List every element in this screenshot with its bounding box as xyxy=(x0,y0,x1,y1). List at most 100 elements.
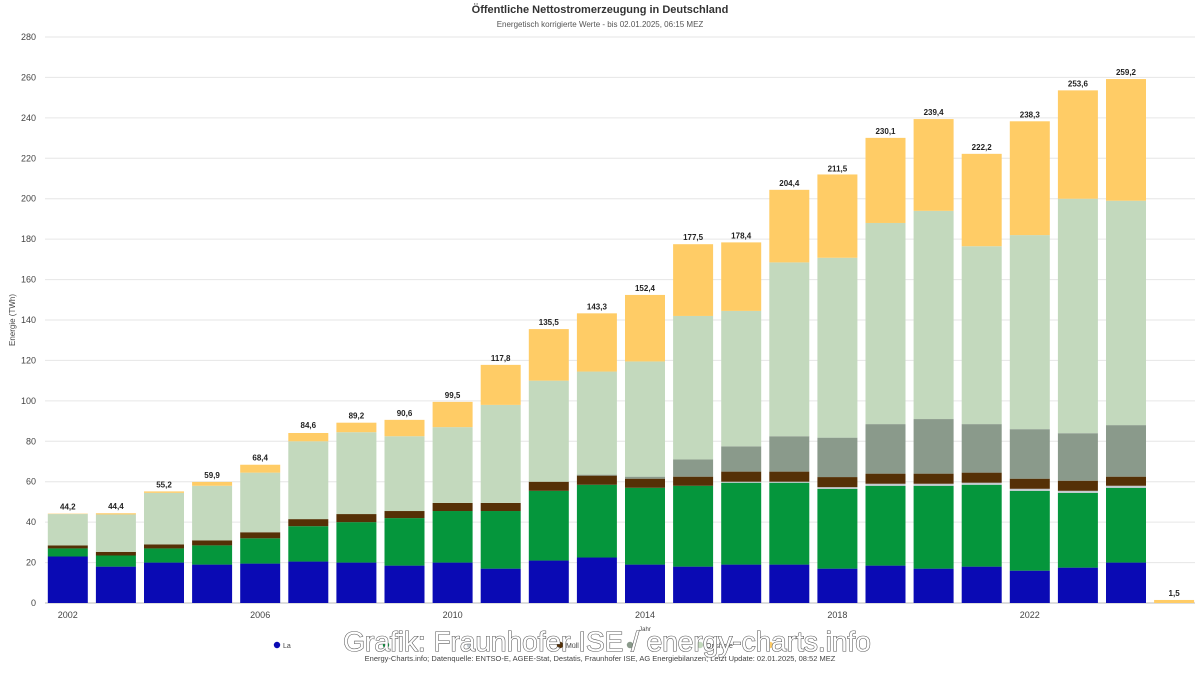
bar-segment[interactable] xyxy=(865,424,906,474)
bar-segment[interactable] xyxy=(576,475,617,485)
bar-segment[interactable] xyxy=(721,481,762,483)
bar-segment[interactable] xyxy=(1106,485,1146,488)
bar-segment[interactable] xyxy=(817,174,858,258)
bar-segment[interactable] xyxy=(47,556,88,603)
bar-segment[interactable] xyxy=(288,519,329,527)
bar-segment[interactable] xyxy=(961,472,1002,483)
bar-segment[interactable] xyxy=(288,526,329,562)
bar-segment[interactable] xyxy=(817,257,858,438)
bar-segment[interactable] xyxy=(625,487,665,565)
bar-segment[interactable] xyxy=(480,364,521,405)
bar-segment[interactable] xyxy=(913,485,954,569)
bar-segment[interactable] xyxy=(432,427,473,503)
bar-segment[interactable] xyxy=(384,511,425,519)
bar-segment[interactable] xyxy=(336,562,377,603)
bar-segment[interactable] xyxy=(1057,567,1098,603)
bar-segment[interactable] xyxy=(95,513,136,515)
bar-segment[interactable] xyxy=(144,544,184,549)
bar-segment[interactable] xyxy=(721,446,762,472)
bar-segment[interactable] xyxy=(913,210,954,420)
bar-segment[interactable] xyxy=(769,436,810,472)
bar-segment[interactable] xyxy=(288,432,329,442)
bar-segment[interactable] xyxy=(913,419,954,474)
bar-segment[interactable] xyxy=(47,514,88,546)
bar-segment[interactable] xyxy=(913,119,954,211)
bar-segment[interactable] xyxy=(240,472,281,533)
bar-segment[interactable] xyxy=(144,492,184,545)
legend-label[interactable]: La xyxy=(283,643,291,650)
bar-segment[interactable] xyxy=(769,564,810,603)
bar-segment[interactable] xyxy=(528,560,569,603)
bar-segment[interactable] xyxy=(528,490,569,561)
bar-segment[interactable] xyxy=(961,484,1002,567)
bar-segment[interactable] xyxy=(1106,487,1146,563)
bar-segment[interactable] xyxy=(817,437,858,478)
bar-segment[interactable] xyxy=(1106,200,1146,426)
bar-segment[interactable] xyxy=(769,262,810,437)
bar-segment[interactable] xyxy=(721,482,762,565)
bar-segment[interactable] xyxy=(817,488,858,569)
bar-segment[interactable] xyxy=(1009,478,1050,489)
bar-segment[interactable] xyxy=(1154,599,1195,603)
bar-segment[interactable] xyxy=(192,540,233,546)
bar-segment[interactable] xyxy=(144,548,184,563)
bar-segment[interactable] xyxy=(576,484,617,558)
bar-segment[interactable] xyxy=(961,246,1002,425)
legend-marker[interactable] xyxy=(696,641,704,649)
bar-segment[interactable] xyxy=(336,522,377,563)
bar-segment[interactable] xyxy=(47,548,88,557)
bar-segment[interactable] xyxy=(192,485,233,541)
bar-segment[interactable] xyxy=(144,491,184,493)
bar-segment[interactable] xyxy=(1057,480,1098,491)
bar-segment[interactable] xyxy=(625,478,665,488)
bar-segment[interactable] xyxy=(1057,90,1098,199)
bar-segment[interactable] xyxy=(817,487,858,489)
bar-segment[interactable] xyxy=(721,471,762,482)
bar-segment[interactable] xyxy=(769,481,810,483)
bar-segment[interactable] xyxy=(336,432,377,515)
bar-segment[interactable] xyxy=(721,564,762,603)
bar-segment[interactable] xyxy=(673,566,714,603)
bar-segment[interactable] xyxy=(865,137,906,223)
bar-segment[interactable] xyxy=(432,562,473,603)
bar-segment[interactable] xyxy=(240,563,281,603)
bar-segment[interactable] xyxy=(625,476,665,479)
bar-segment[interactable] xyxy=(95,514,136,552)
bar-segment[interactable] xyxy=(1106,476,1146,486)
bar-segment[interactable] xyxy=(192,545,233,565)
bar-segment[interactable] xyxy=(721,242,762,311)
bar-segment[interactable] xyxy=(576,371,617,475)
bar-segment[interactable] xyxy=(95,551,136,556)
bar-segment[interactable] xyxy=(769,471,810,482)
legend-marker[interactable] xyxy=(382,641,390,649)
bar-segment[interactable] xyxy=(47,545,88,549)
legend[interactable]: La Müll Onshore xyxy=(273,641,774,650)
bar-segment[interactable] xyxy=(480,404,521,503)
bar-segment[interactable] xyxy=(528,380,569,482)
bar-segment[interactable] xyxy=(1106,562,1146,603)
bar-segment[interactable] xyxy=(1009,488,1050,491)
bar-segment[interactable] xyxy=(336,422,377,433)
bar-segment[interactable] xyxy=(95,555,136,567)
bar-segment[interactable] xyxy=(625,294,665,362)
bar-segment[interactable] xyxy=(1106,79,1146,201)
bar-segment[interactable] xyxy=(432,511,473,563)
bar-segment[interactable] xyxy=(432,401,473,428)
bar-segment[interactable] xyxy=(576,557,617,603)
bar-segment[interactable] xyxy=(576,313,617,372)
bar-segment[interactable] xyxy=(865,485,906,566)
bar-segment[interactable] xyxy=(913,473,954,484)
bar-segment[interactable] xyxy=(1057,198,1098,434)
bar-segment[interactable] xyxy=(480,568,521,603)
legend-marker[interactable] xyxy=(273,641,281,649)
bar-segment[interactable] xyxy=(673,315,714,460)
bar-segment[interactable] xyxy=(240,532,281,539)
bar-segment[interactable] xyxy=(673,459,714,477)
bar-segment[interactable] xyxy=(673,476,714,486)
bar-segment[interactable] xyxy=(528,329,569,381)
bar-segment[interactable] xyxy=(384,565,425,603)
legend-label[interactable]: Onshore xyxy=(706,643,733,650)
bar-segment[interactable] xyxy=(288,561,329,603)
bar-segment[interactable] xyxy=(144,562,184,603)
bar-segment[interactable] xyxy=(817,568,858,603)
